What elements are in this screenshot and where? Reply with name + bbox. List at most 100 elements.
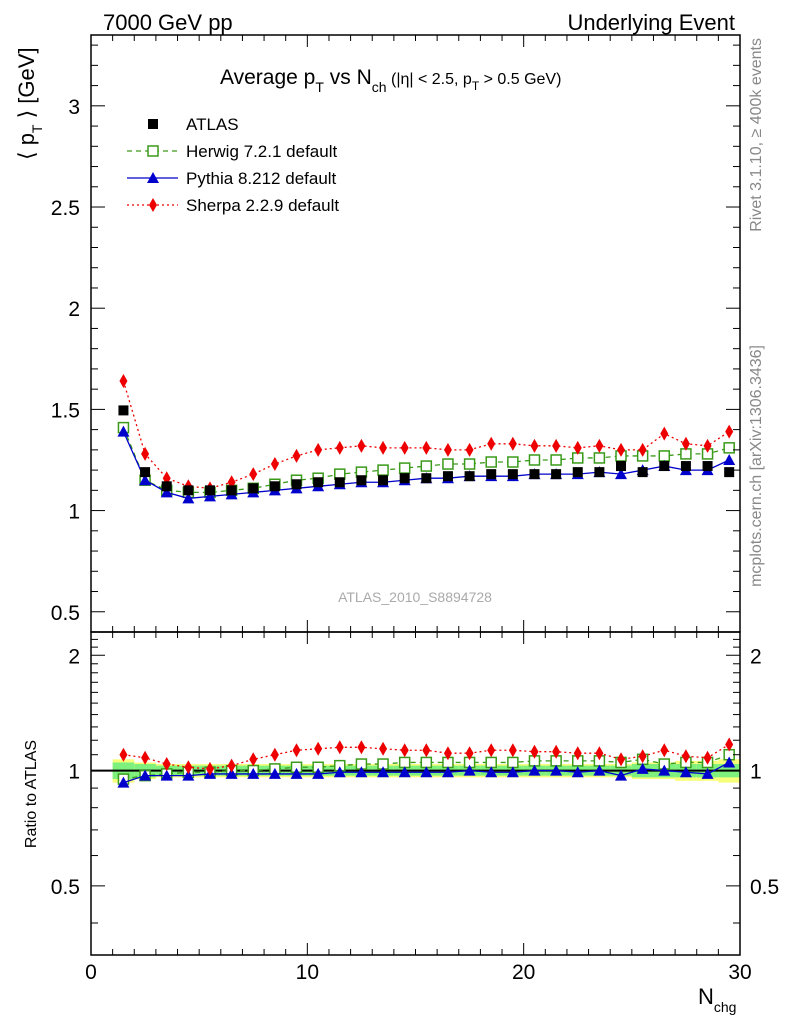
point-herwig (442, 458, 454, 470)
point-sherpa (292, 448, 301, 463)
point-sherpa (552, 438, 561, 453)
header-energy-label: 7000 GeV pp (103, 10, 233, 35)
point-pythia (571, 766, 584, 778)
point-sherpa (465, 746, 474, 761)
point-herwig (485, 756, 497, 769)
point-sherpa (617, 442, 626, 457)
point-sherpa (400, 440, 409, 455)
series-line-herwig (123, 754, 730, 780)
point-atlas (616, 461, 627, 472)
point-sherpa (335, 440, 344, 455)
point-pythia (139, 769, 152, 781)
point-atlas (248, 483, 259, 494)
point-sherpa (357, 438, 366, 453)
point-pythia (441, 766, 454, 778)
point-sherpa (703, 750, 712, 765)
point-sherpa (379, 741, 388, 756)
point-pythia (723, 756, 736, 768)
point-atlas (399, 473, 410, 484)
point-sherpa (270, 747, 279, 762)
point-sherpa (487, 743, 496, 758)
y-tick-label: 3 (68, 96, 80, 119)
point-sherpa (573, 440, 582, 455)
y-axis-label: ⟨ pT ⟩ [GeV] (14, 47, 45, 160)
legend: ATLAS Herwig 7.2.1 default Pythia 8.212 de… (127, 115, 339, 215)
point-pythia (160, 769, 173, 781)
point-pythia (615, 769, 628, 781)
point-atlas (226, 485, 237, 496)
point-atlas (378, 475, 389, 486)
point-atlas (356, 475, 367, 486)
point-herwig (723, 442, 735, 454)
ratio-y-tick-label-right: 2 (750, 645, 762, 668)
point-sherpa (681, 749, 690, 764)
point-pythia (160, 486, 173, 498)
point-atlas (421, 473, 432, 484)
point-pythia (485, 766, 498, 778)
point-atlas (442, 471, 453, 482)
y-tick-label: 2.5 (51, 197, 80, 220)
point-sherpa (595, 746, 604, 761)
point-sherpa (270, 457, 279, 472)
point-herwig (485, 456, 497, 468)
point-sherpa (638, 442, 647, 457)
point-pythia (528, 764, 541, 776)
point-atlas (702, 461, 713, 472)
point-sherpa (660, 743, 669, 758)
legend-marker-herwig (147, 145, 159, 157)
tick-labels: 0 10 20 30 0.5 1 1.5 2 2.5 3 0.5 0.5 1 1 2 2 (51, 96, 779, 984)
x-tick-label: 0 (85, 961, 97, 984)
point-pythia (615, 468, 628, 480)
point-pythia (636, 762, 649, 774)
series-sherpa-main (119, 374, 734, 496)
point-pythia (420, 766, 433, 778)
point-sherpa (314, 741, 323, 756)
point-herwig (528, 454, 541, 466)
point-sherpa (465, 442, 474, 457)
point-sherpa (487, 436, 496, 451)
legend-label-atlas: ATLAS (186, 115, 239, 134)
legend-label-pythia: Pythia 8.212 default (186, 169, 337, 188)
point-atlas (118, 405, 129, 416)
point-atlas (529, 469, 540, 480)
point-sherpa (314, 442, 323, 457)
point-herwig (658, 450, 671, 462)
point-pythia (377, 766, 390, 778)
series-pythia-ratio (117, 756, 736, 788)
point-pythia (117, 425, 130, 437)
rivet-version-label: Rivet 3.1.10, ≥ 400k events (748, 38, 765, 232)
point-sherpa (530, 438, 539, 453)
header-process-label: Underlying Event (567, 10, 735, 35)
point-sherpa (725, 737, 734, 752)
point-sherpa (703, 438, 712, 453)
point-sherpa (357, 740, 366, 755)
point-pythia (701, 767, 714, 779)
point-atlas (183, 485, 194, 496)
point-pythia (203, 490, 216, 502)
point-sherpa (205, 761, 214, 776)
point-herwig (420, 756, 433, 769)
point-atlas (551, 469, 562, 480)
legend-marker-sherpa (149, 198, 157, 212)
point-pythia (550, 764, 563, 776)
point-atlas (334, 477, 345, 488)
analysis-watermark: ATLAS_2010_S8894728 (338, 589, 492, 605)
point-pythia (312, 767, 325, 779)
y-tick-label: 0.5 (51, 602, 80, 625)
series-sherpa-ratio (119, 737, 734, 776)
ratio-y-tick-label-right: 0.5 (750, 876, 779, 899)
point-sherpa (573, 746, 582, 761)
point-sherpa (681, 436, 690, 451)
point-sherpa (443, 442, 452, 457)
point-atlas (464, 471, 475, 482)
x-axis-label: Nchg (698, 984, 736, 1015)
point-sherpa (443, 746, 452, 761)
point-herwig (550, 454, 562, 466)
x-tick-label: 20 (512, 961, 535, 984)
point-sherpa (422, 743, 431, 758)
point-sherpa (119, 747, 128, 762)
point-sherpa (552, 744, 561, 759)
point-pythia (333, 766, 346, 778)
point-atlas (140, 467, 151, 478)
